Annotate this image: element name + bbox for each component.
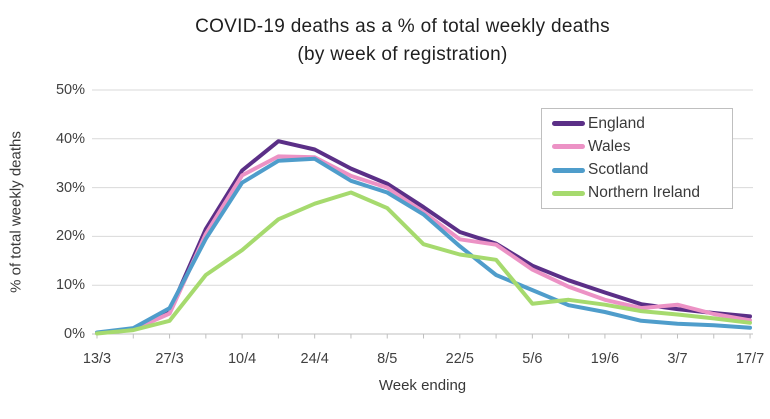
y-axis-tick-label: 10% <box>55 277 85 294</box>
x-axis-tick-label: 22/5 <box>445 351 474 367</box>
legend-item-scotland: Scotland <box>552 159 732 182</box>
x-axis-tick-label: 3/7 <box>667 351 688 367</box>
series-line-northern-ireland <box>95 190 752 336</box>
legend-label-northern-ireland: Northern Ireland <box>588 184 701 202</box>
x-axis-tick-label: 5/6 <box>522 351 543 367</box>
chart-title: COVID-19 deaths as a % of total weekly d… <box>195 16 610 37</box>
x-axis-tick-label: 19/6 <box>590 351 620 367</box>
y-axis-tick-label: 50% <box>55 82 85 98</box>
y-axis-tick-label: 30% <box>55 179 85 196</box>
legend-line-swatch-england <box>552 121 585 127</box>
x-axis-title: Week ending <box>378 377 467 394</box>
legend-line-swatch-wales <box>552 144 585 150</box>
x-axis-tick-label: 10/4 <box>227 351 257 367</box>
legend-line-swatch-scotland <box>552 167 585 173</box>
x-axis-tick-label: 27/3 <box>155 351 184 367</box>
legend: England Wales Scotland Northern Ireland <box>541 108 733 209</box>
legend-item-wales: Wales <box>552 135 732 158</box>
legend-label-wales: Wales <box>588 137 631 155</box>
series-line-scotland <box>95 156 752 335</box>
series-line-wales <box>95 154 752 335</box>
x-axis-tick-label: 8/5 <box>377 351 398 367</box>
x-axis-tick-label: 24/4 <box>300 351 329 367</box>
y-axis-tick-label: 20% <box>55 228 85 245</box>
x-axis-tick-label: 17/7 <box>735 351 765 367</box>
legend-item-england: England <box>552 112 732 135</box>
chart-subtitle: (by week of registration) <box>297 44 508 65</box>
chart-title-block: COVID-19 deaths as a % of total weekly d… <box>35 13 770 69</box>
legend-label-england: England <box>588 114 645 132</box>
legend-item-northern-ireland: Northern Ireland <box>552 182 732 205</box>
y-axis-tick-label: 0% <box>64 326 85 342</box>
legend-line-swatch-northern-ireland <box>552 190 585 196</box>
y-axis-tick-label: 40% <box>55 130 85 147</box>
x-axis-tick-label: 13/3 <box>82 351 112 367</box>
legend-label-scotland: Scotland <box>588 161 649 179</box>
series-line-england <box>95 139 752 335</box>
